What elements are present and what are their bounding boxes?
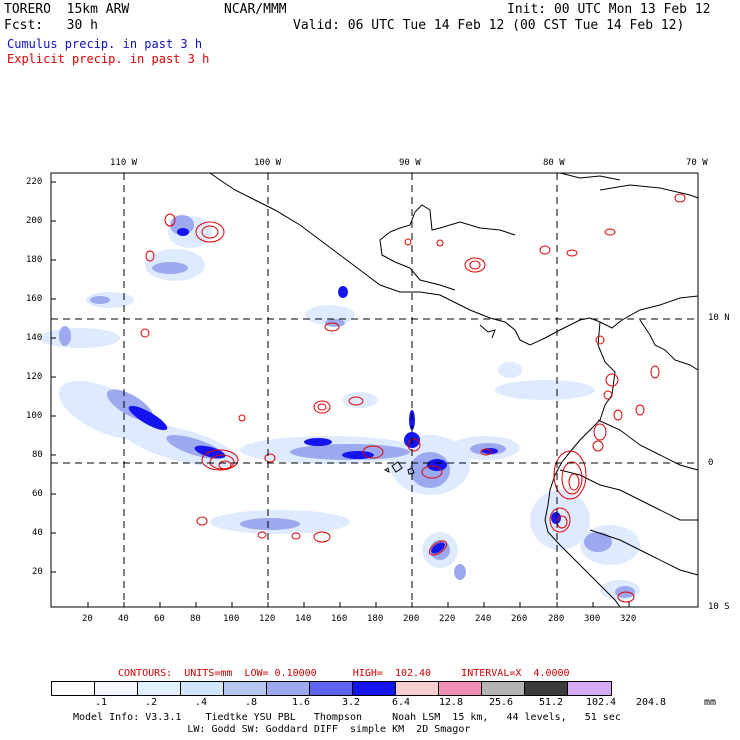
lon-label-110w: 110 W: [110, 158, 138, 168]
y-tick-label: 100: [26, 411, 43, 421]
x-tick-label: 240: [475, 614, 492, 624]
y-tick-label: 220: [26, 177, 43, 187]
legend-label: 6.4: [391, 697, 411, 708]
lat-label-10n: 10 N: [708, 313, 730, 323]
legend-label: .8: [244, 697, 258, 708]
legend-label: 25.6: [488, 697, 514, 708]
x-tick-label: 40: [118, 614, 129, 624]
y-tick-label: 180: [26, 255, 43, 265]
lon-label-80w: 80 W: [543, 158, 565, 168]
valid-time: Valid: 06 UTC Tue 14 Feb 12 (00 CST Tue …: [293, 18, 685, 33]
lon-label-70w: 70 W: [686, 158, 708, 168]
legend-label: .1: [94, 697, 108, 708]
legend-label: .4: [194, 697, 208, 708]
y-tick-label: 200: [26, 216, 43, 226]
model-name: TORERO 15km ARW: [4, 2, 130, 17]
model-info-line1: Model Info: V3.3.1 Tiedtke YSU PBL Thomp…: [73, 712, 621, 723]
explicit-legend-label: Explicit precip. in past 3 h: [7, 52, 210, 66]
legend-label: 204.8: [635, 697, 667, 708]
x-tick-label: 20: [82, 614, 93, 624]
legend-swatch: [138, 682, 181, 695]
legend-swatch: [396, 682, 439, 695]
x-tick-label: 260: [511, 614, 528, 624]
y-tick-label: 20: [32, 567, 43, 577]
legend-swatch: [267, 682, 310, 695]
organization: NCAR/MMM: [224, 2, 287, 17]
legend-label: .2: [144, 697, 158, 708]
x-tick-label: 80: [190, 614, 201, 624]
cumulus-legend-label: Cumulus precip. in past 3 h: [7, 37, 203, 51]
precip-color-legend: [51, 681, 612, 696]
x-tick-label: 160: [331, 614, 348, 624]
lon-label-100w: 100 W: [254, 158, 282, 168]
legend-label: 102.4: [585, 697, 617, 708]
x-tick-label: 220: [439, 614, 456, 624]
forecast-hour: Fcst: 30 h: [4, 18, 98, 33]
lat-label-10s: 10 S: [708, 602, 730, 612]
x-tick-label: 120: [259, 614, 276, 624]
legend-label: 3.2: [341, 697, 361, 708]
x-tick-label: 320: [620, 614, 637, 624]
x-tick-label: 280: [548, 614, 565, 624]
legend-swatch: [224, 682, 267, 695]
model-info-line2: LW: Godd SW: Goddard DIFF simple KM 2D S…: [73, 724, 471, 735]
x-tick-label: 60: [154, 614, 165, 624]
legend-units: mm: [704, 697, 717, 708]
lat-lon-grid: [51, 173, 698, 607]
legend-swatch: [52, 682, 95, 695]
legend-swatch: [568, 682, 611, 695]
y-tick-label: 60: [32, 489, 43, 499]
y-tick-label: 40: [32, 528, 43, 538]
legend-label: 1.6: [291, 697, 311, 708]
legend-swatch: [439, 682, 482, 695]
legend-swatch: [525, 682, 568, 695]
x-tick-label: 100: [223, 614, 240, 624]
legend-swatch: [482, 682, 525, 695]
lon-label-90w: 90 W: [399, 158, 421, 168]
y-tick-label: 120: [26, 372, 43, 382]
x-tick-label: 140: [295, 614, 312, 624]
x-tick-label: 200: [403, 614, 420, 624]
legend-label: 51.2: [538, 697, 564, 708]
contour-info: CONTOURS: UNITS=mm LOW= 0.10000 HIGH= 10…: [118, 668, 570, 679]
explicit-precip-contours: [140, 193, 686, 603]
legend-label: 12.8: [438, 697, 464, 708]
axis-ticks: [51, 181, 630, 607]
init-time: Init: 00 UTC Mon 13 Feb 12: [507, 2, 711, 17]
legend-swatch: [310, 682, 353, 695]
y-tick-label: 140: [26, 333, 43, 343]
legend-swatch: [353, 682, 396, 695]
x-tick-label: 180: [367, 614, 384, 624]
legend-swatch: [95, 682, 138, 695]
lat-label-0: 0: [708, 458, 714, 468]
plot-frame: [50, 172, 699, 608]
x-tick-label: 300: [584, 614, 601, 624]
y-tick-label: 80: [32, 450, 43, 460]
legend-swatch: [181, 682, 224, 695]
y-tick-label: 160: [26, 294, 43, 304]
